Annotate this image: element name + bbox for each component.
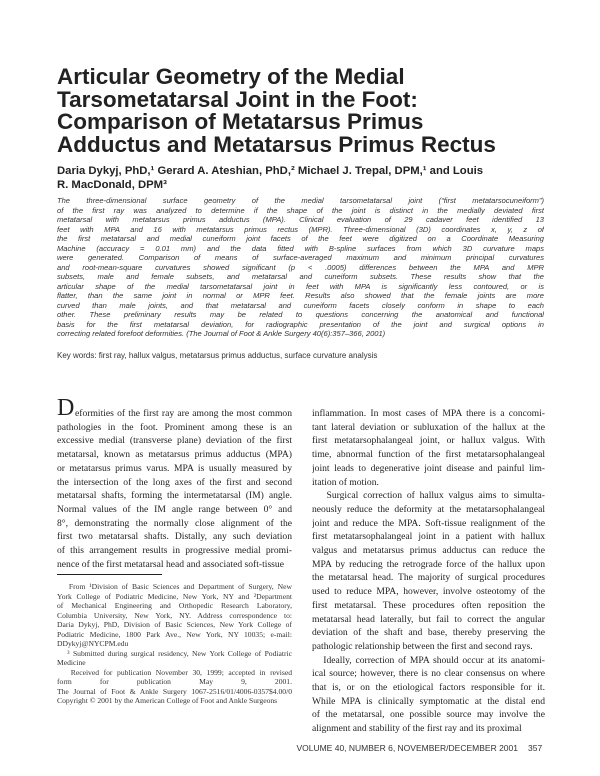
abstract-line: and root-mean-square curvatures showed s…: [57, 262, 544, 272]
body-line: eformities of the first ray are among th…: [75, 408, 292, 419]
body-line: nence of the first metatarsal head and a…: [57, 558, 284, 570]
abstract: The three-dimensional surface geometry o…: [57, 196, 544, 339]
body-line: Surgical correction of hallux valgus aim…: [312, 490, 545, 502]
body-line: joint and reduce the MPA. Soft-tissue re…: [312, 517, 545, 529]
abstract-line: metatarsal with metatarsus primus adduct…: [57, 215, 544, 224]
body-line: 8°, demonstrating the normally close ali…: [57, 517, 292, 529]
body-line: While MPA is clinically symptomatic at t…: [312, 695, 545, 707]
footnote-divider: [57, 574, 162, 575]
page-number: 357: [528, 743, 543, 753]
body-line: inflammation. In most cases of MPA there…: [312, 408, 545, 419]
author-list: Daria Dykyj, PhD,¹ Gerard A. Ateshian, P…: [57, 164, 547, 192]
body-line: deviation of the shaft and base, thereby…: [312, 627, 545, 639]
body-line: itation of motion.: [312, 476, 379, 488]
body-line: metatarsal shafts, forming the intermeta…: [57, 490, 292, 502]
abstract-line: flatter, than the same joint in normal o…: [57, 291, 544, 300]
author-line: Daria Dykyj, PhD,¹ Gerard A. Ateshian, P…: [57, 165, 484, 177]
body-line: ical source; however, there is no clear …: [312, 668, 545, 680]
body-line: first two metatarsal shafts. Distally, a…: [57, 531, 292, 543]
author-line: R. MacDonald, DPM³: [57, 179, 167, 191]
body-line: Normal values of the IM angle range betw…: [57, 503, 292, 515]
abstract-line: feet with MPA and 16 with metatarsus pri…: [57, 224, 544, 234]
body-line: that is, or on the etiological factors r…: [312, 682, 545, 694]
body-column-left: D eformities of the first ray are among …: [57, 396, 292, 571]
body-line: pathologies in the foot. Prominent among…: [57, 421, 292, 433]
footnote-line: ³ Submitted during surgical residency, N…: [57, 648, 292, 658]
body-line: or metatarsus primus varus. MPA is usual…: [57, 462, 292, 474]
body-line: of the metatarsal, one possible source m…: [312, 709, 545, 721]
body-line: first metatarsophalangeal joint in a pat…: [312, 531, 545, 543]
abstract-line: were generated. Comparison of means of s…: [57, 253, 544, 262]
keywords: Key words: first ray, hallux valgus, met…: [57, 351, 378, 360]
body-line: Ideally, correction of MPA should occur …: [312, 654, 545, 666]
body-line: joint leads to degenerative joint diseas…: [312, 462, 545, 474]
body-line: first metatarsal. These procedures often…: [312, 599, 545, 611]
footnote-line: Medicine: [57, 658, 86, 667]
body-line: metatarsal head laterally, but fail to c…: [312, 613, 545, 625]
body-line: metatarsal, known as metatarsus primus a…: [57, 449, 292, 461]
body-column-right: inflammation. In most cases of MPA there…: [312, 407, 545, 736]
title-line: Articular Geometry of the Medial: [57, 64, 405, 89]
body-line: MPA by reducing the retrograde force of …: [312, 558, 545, 570]
article-title: Articular Geometry of the Medial Tarsome…: [57, 64, 557, 157]
body-line: valgus and metatarsus primus adductus ca…: [312, 545, 545, 557]
abstract-line: curved than male joints, and that metata…: [57, 300, 544, 310]
footnote-line: Received for publication November 30, 19…: [57, 667, 292, 677]
footnote-line: From ¹Division of Basic Sciences and Dep…: [57, 582, 292, 591]
footnote-line: York College of Podiatric Medicine, New …: [57, 591, 292, 601]
title-line: Comparison of Metatarsus Primus: [57, 109, 424, 134]
body-line: pathologic relationship between the firs…: [312, 640, 533, 652]
drop-cap: D: [57, 395, 75, 421]
body-line: alignment and stability of the first ray…: [312, 723, 522, 735]
body-line: of this arrangement results in progressi…: [57, 545, 292, 557]
footnote-line: Daria Dykyj, PhD, Division of Basic Scie…: [57, 620, 292, 629]
abstract-line: subsets, male and female subsets, and me…: [57, 272, 544, 281]
body-line: the metatarsal head. The majority of sur…: [312, 572, 545, 584]
abstract-line: correcting related forefoot deformities.…: [57, 329, 386, 338]
footnote-line: DDykyj@NYCPM.edu: [57, 639, 129, 648]
body-line: used to reduce MPA, however, involve ost…: [312, 586, 545, 598]
footnote-line: Podiatric Medicine, 1800 Park Ave., New …: [57, 629, 292, 639]
title-line: Adductus and Metatarsus Primus Rectus: [57, 131, 496, 157]
footnotes: From ¹Division of Basic Sciences and Dep…: [57, 582, 292, 706]
abstract-line: other. These preliminary results may be …: [57, 310, 544, 319]
body-line: tant lateral deviation or subluxation of…: [312, 421, 545, 433]
body-line: excessive medial (transverse plane) devi…: [57, 435, 292, 447]
footnote-line: form for publication May 9, 2001.: [57, 677, 292, 686]
abstract-line: The three-dimensional surface geometry o…: [57, 196, 544, 205]
abstract-line: basis for the first metatarsal deviation…: [57, 319, 544, 329]
journal-issue: VOLUME 40, NUMBER 6, NOVEMBER/DECEMBER 2…: [296, 743, 518, 753]
footnote-line: of Mechanical Engineering and Orthopedic…: [57, 601, 292, 610]
abstract-line: of the first ray was analyzed to determi…: [57, 205, 544, 215]
footnote-line: The Journal of Foot & Ankle Surgery 1067…: [57, 686, 292, 696]
abstract-line: articular shape of the medial tarsometat…: [57, 281, 544, 291]
abstract-line: Machine (accuracy = 0.01 mm) and the dat…: [57, 243, 544, 253]
body-line: neously reduce the deformity at the meta…: [312, 503, 545, 515]
body-line: time, abnormal function of the first met…: [312, 449, 545, 461]
footnote-line: Columbia University, New York, NY. Addre…: [57, 610, 292, 620]
footnote-line: Copyright © 2001 by the American College…: [57, 696, 278, 705]
title-line: Tarsometatarsal Joint in the Foot:: [57, 86, 418, 112]
body-line: first metatarsophalangeal joint, or hall…: [312, 435, 545, 447]
body-line: the intersection of the long axes of the…: [57, 476, 292, 488]
abstract-line: the first metatarsal and medial cuneifor…: [57, 234, 544, 243]
